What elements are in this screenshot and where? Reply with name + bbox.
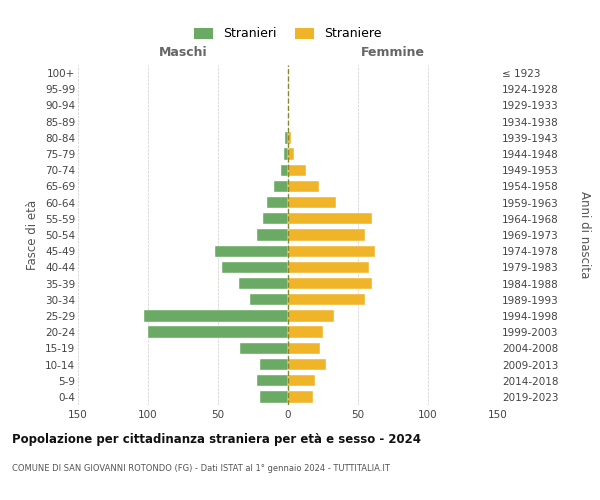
Bar (288, 391, 313, 402)
Bar (239, 278, 288, 289)
Bar (288, 132, 291, 143)
Bar (288, 197, 335, 208)
Bar (288, 246, 375, 257)
Legend: Stranieri, Straniere: Stranieri, Straniere (191, 24, 385, 44)
Bar (281, 164, 288, 176)
Bar (288, 230, 365, 240)
Bar (288, 326, 323, 338)
Bar (288, 375, 314, 386)
Y-axis label: Fasce di età: Fasce di età (26, 200, 40, 270)
Bar (250, 294, 288, 306)
Bar (241, 342, 288, 354)
Bar (288, 213, 372, 224)
Bar (288, 278, 372, 289)
Bar (288, 310, 334, 322)
Bar (288, 148, 293, 160)
Bar (288, 262, 369, 273)
Bar (263, 213, 288, 224)
Bar (285, 132, 288, 143)
Bar (288, 164, 306, 176)
Bar (288, 181, 319, 192)
Bar (257, 375, 288, 386)
Bar (144, 310, 288, 322)
Bar (148, 326, 288, 338)
Bar (288, 342, 320, 354)
Bar (257, 230, 288, 240)
Bar (222, 262, 288, 273)
Text: Popolazione per cittadinanza straniera per età e sesso - 2024: Popolazione per cittadinanza straniera p… (12, 432, 421, 446)
Bar (284, 148, 288, 160)
Bar (288, 294, 365, 306)
Y-axis label: Anni di nascita: Anni di nascita (578, 192, 592, 278)
Bar (260, 359, 288, 370)
Bar (274, 181, 288, 192)
Bar (288, 359, 326, 370)
Bar (267, 197, 288, 208)
Text: Femmine: Femmine (361, 46, 425, 59)
Text: Maschi: Maschi (158, 46, 208, 59)
Bar (260, 391, 288, 402)
Text: COMUNE DI SAN GIOVANNI ROTONDO (FG) - Dati ISTAT al 1° gennaio 2024 - TUTTITALIA: COMUNE DI SAN GIOVANNI ROTONDO (FG) - Da… (12, 464, 390, 473)
Bar (215, 246, 288, 257)
